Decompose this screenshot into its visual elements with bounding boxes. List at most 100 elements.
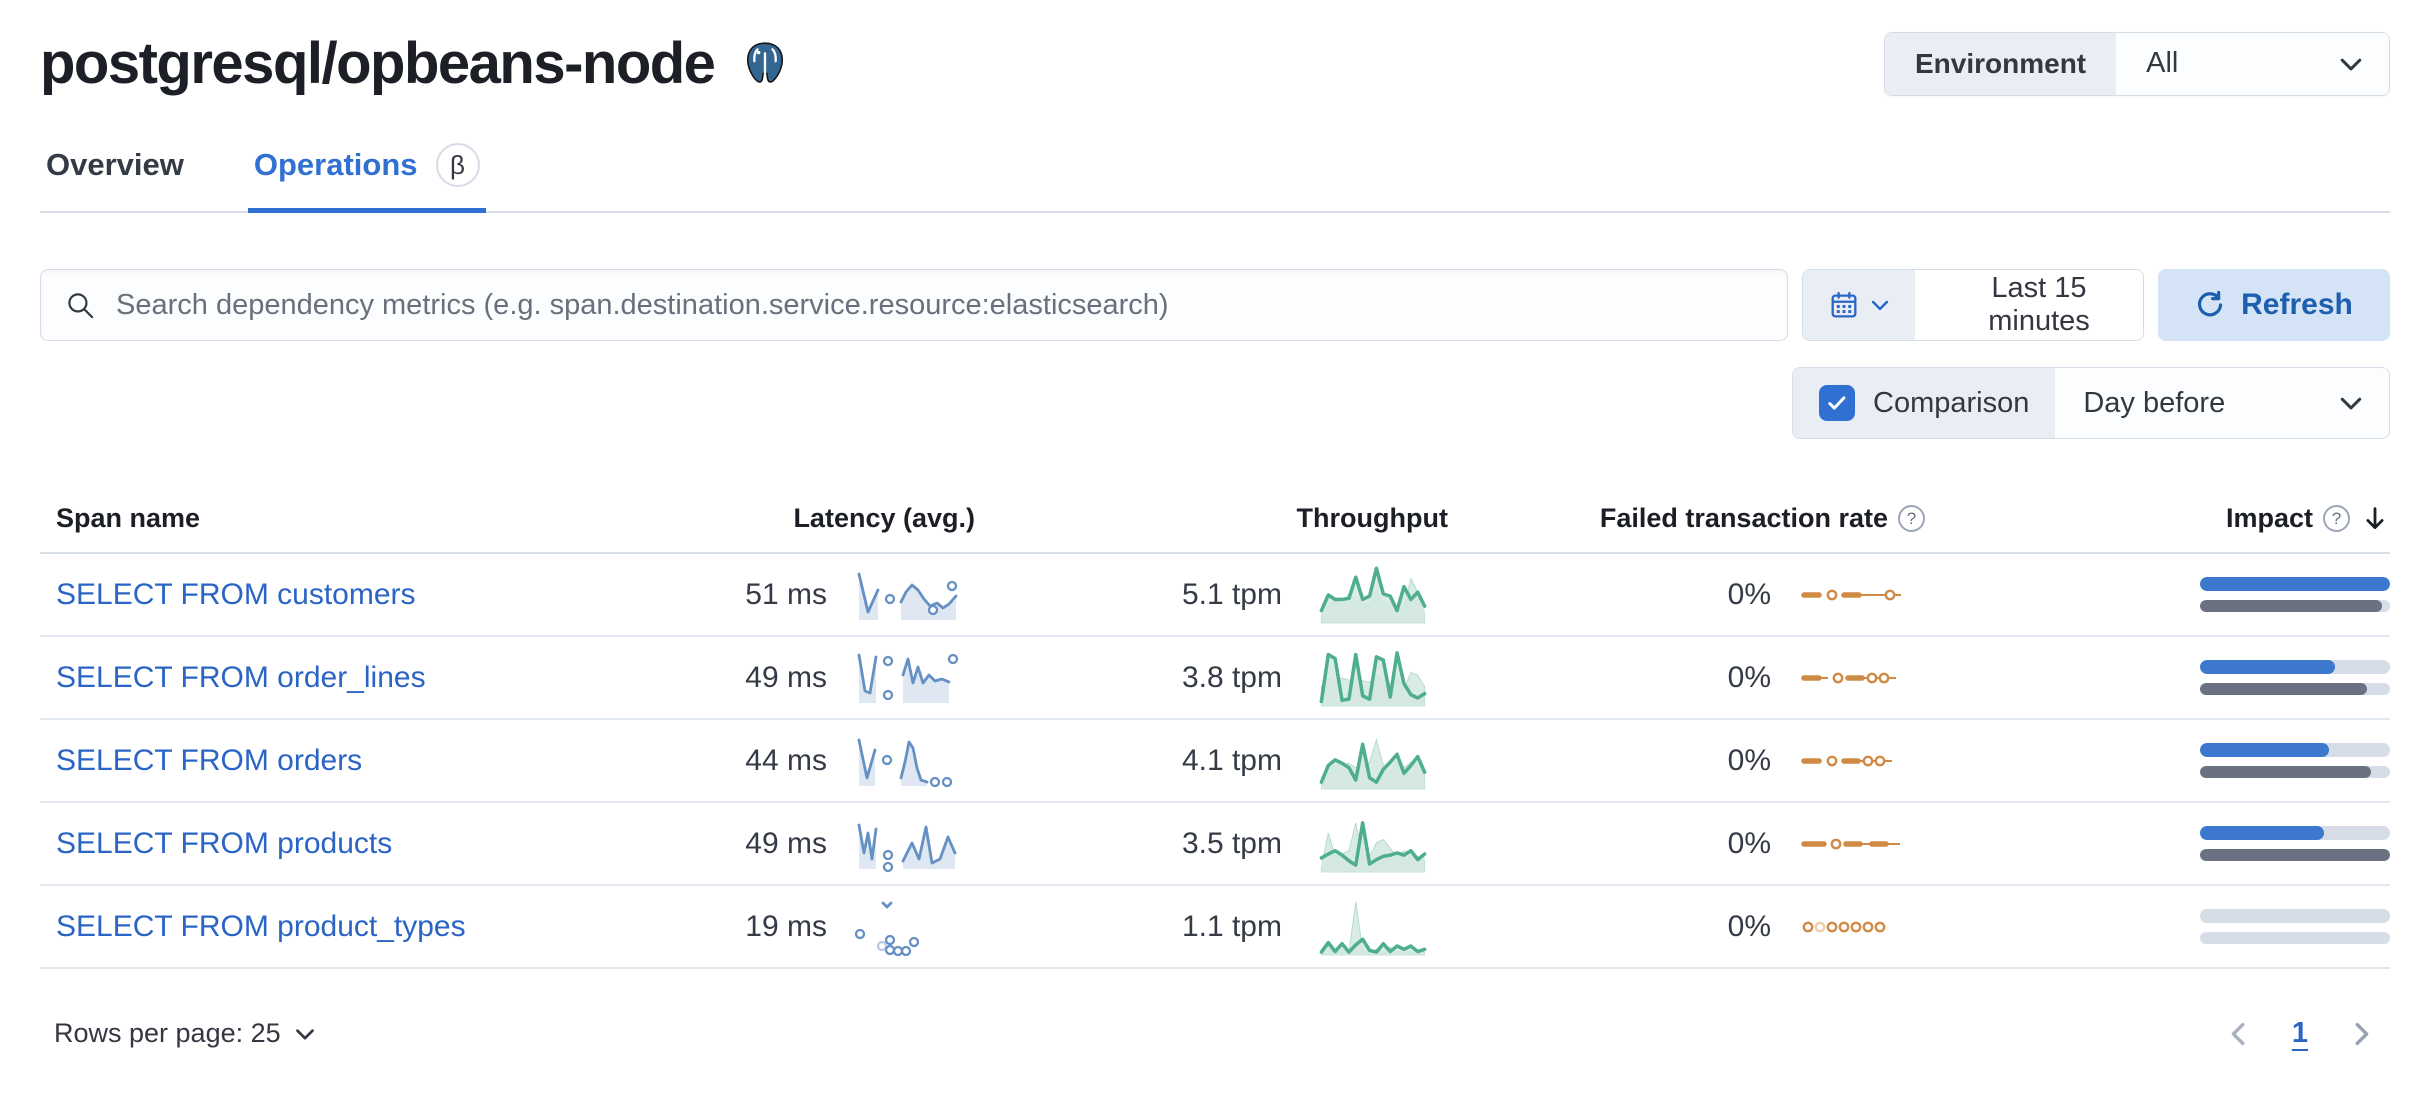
column-header-throughput[interactable]: Throughput xyxy=(1296,503,1448,533)
throughput-sparkline xyxy=(1298,812,1448,876)
help-icon[interactable]: ? xyxy=(2323,505,2350,532)
tab-bar: Overview Operations β xyxy=(40,131,2390,213)
impact-bars xyxy=(2200,660,2390,695)
comparison-toggle[interactable]: Comparison xyxy=(1793,368,2056,438)
impact-bars xyxy=(2200,577,2390,612)
table-row: SELECT FROM orders 44 ms 4.1 tpm 0% xyxy=(40,720,2390,803)
latency-value: 49 ms xyxy=(745,660,827,694)
environment-filter-value[interactable]: All xyxy=(2116,32,2389,95)
span-name-link[interactable]: SELECT FROM orders xyxy=(56,743,363,777)
search-icon xyxy=(68,292,94,318)
throughput-value: 4.1 tpm xyxy=(1181,743,1282,777)
throughput-value: 1.1 tpm xyxy=(1181,909,1282,943)
next-page-button[interactable] xyxy=(2346,1019,2376,1049)
page-title-text: postgresql/opbeans-node xyxy=(40,31,716,96)
postgresql-icon xyxy=(747,41,784,83)
table-row: SELECT FROM products 49 ms 3.5 tpm 0% xyxy=(40,803,2390,886)
table-footer: Rows per page: 25 1 xyxy=(40,1017,2390,1050)
comparison-label: Comparison xyxy=(1873,386,2030,419)
tab-operations[interactable]: Operations β xyxy=(247,131,486,213)
span-name-link[interactable]: SELECT FROM customers xyxy=(56,577,416,611)
impact-bar-previous xyxy=(2200,766,2371,778)
page-number[interactable]: 1 xyxy=(2291,1017,2308,1049)
chevron-down-icon xyxy=(1871,300,1888,311)
column-header-span-name[interactable]: Span name xyxy=(56,503,201,533)
failed-rate-value: 0% xyxy=(1727,909,1771,943)
failed-rate-sparkline xyxy=(1787,748,1925,774)
throughput-sparkline xyxy=(1298,563,1448,627)
table-header-row: Span name Latency (avg.) Throughput Fail… xyxy=(40,497,2390,554)
previous-page-button[interactable] xyxy=(2224,1019,2254,1049)
latency-sparkline xyxy=(843,898,975,956)
environment-filter-label: Environment xyxy=(1885,32,2117,95)
help-icon[interactable]: ? xyxy=(1898,505,1925,532)
impact-bars xyxy=(2200,909,2390,944)
impact-bar-current xyxy=(2200,577,2390,591)
tab-overview[interactable]: Overview xyxy=(40,131,190,211)
comparison-select[interactable]: Day before xyxy=(2055,368,2389,438)
sort-desc-icon xyxy=(2366,506,2384,529)
comparison-checkbox[interactable] xyxy=(1819,385,1855,421)
failed-rate-sparkline xyxy=(1787,831,1925,857)
chevron-left-icon xyxy=(2231,1022,2245,1045)
throughput-sparkline xyxy=(1298,729,1448,793)
impact-bars xyxy=(2200,826,2390,861)
impact-bar-current xyxy=(2200,826,2324,840)
latency-sparkline xyxy=(843,566,975,624)
throughput-sparkline xyxy=(1298,646,1448,710)
throughput-value: 3.5 tpm xyxy=(1181,826,1282,860)
table-row: SELECT FROM customers 51 ms 5.1 tpm 0% xyxy=(40,554,2390,637)
failed-rate-sparkline xyxy=(1787,582,1925,608)
chevron-down-icon xyxy=(2340,58,2362,70)
page-header: postgresql/opbeans-node Environment All xyxy=(40,30,2390,97)
tab-overview-label: Overview xyxy=(46,147,184,182)
throughput-value: 3.8 tpm xyxy=(1181,660,1282,694)
refresh-button[interactable]: Refresh xyxy=(2158,269,2390,341)
latency-value: 51 ms xyxy=(745,577,827,611)
failed-rate-value: 0% xyxy=(1727,577,1771,611)
impact-bar-previous xyxy=(2200,683,2368,695)
impact-bars xyxy=(2200,743,2390,778)
date-picker: Last 15 minutes xyxy=(1802,269,2144,341)
pagination: 1 xyxy=(2224,1017,2376,1050)
rows-per-page-button[interactable]: Rows per page: 25 xyxy=(54,1018,317,1049)
impact-bar-current xyxy=(2200,743,2330,757)
failed-rate-value: 0% xyxy=(1727,660,1771,694)
search-bar[interactable] xyxy=(40,269,1788,341)
latency-sparkline xyxy=(843,649,975,707)
table-row: SELECT FROM order_lines 49 ms 3.8 tpm 0% xyxy=(40,637,2390,720)
latency-sparkline xyxy=(843,732,975,790)
rows-per-page-label: Rows per page: 25 xyxy=(54,1018,281,1048)
span-name-link[interactable]: SELECT FROM products xyxy=(56,826,393,860)
failed-rate-sparkline xyxy=(1787,665,1925,691)
chevron-down-icon xyxy=(2340,397,2362,410)
latency-value: 49 ms xyxy=(745,826,827,860)
column-header-latency[interactable]: Latency (avg.) xyxy=(793,503,975,533)
environment-filter[interactable]: Environment All xyxy=(1884,31,2390,96)
failed-rate-value: 0% xyxy=(1727,826,1771,860)
environment-selected-option: All xyxy=(2146,47,2179,79)
latency-sparkline xyxy=(843,815,975,873)
span-name-link[interactable]: SELECT FROM order_lines xyxy=(56,660,426,694)
impact-bar-previous xyxy=(2200,849,2390,861)
date-picker-calendar-button[interactable] xyxy=(1803,270,1915,340)
table-row: SELECT FROM product_types 19 ms 1.1 tpm … xyxy=(40,886,2390,969)
chevron-right-icon xyxy=(2355,1022,2369,1045)
time-range-button[interactable]: Last 15 minutes xyxy=(1915,270,2143,340)
filter-controls: Last 15 minutes Refresh xyxy=(40,269,2390,341)
refresh-icon xyxy=(2198,290,2223,317)
latency-value: 19 ms xyxy=(745,909,827,943)
search-input[interactable] xyxy=(114,287,1763,323)
refresh-button-label: Refresh xyxy=(2241,288,2353,321)
throughput-sparkline xyxy=(1298,895,1448,959)
span-name-link[interactable]: SELECT FROM product_types xyxy=(56,909,466,943)
check-icon xyxy=(1828,396,1846,410)
column-header-failed-rate[interactable]: Failed transaction rate? xyxy=(1448,503,1925,534)
page-title: postgresql/opbeans-node xyxy=(40,30,788,97)
tab-operations-label: Operations xyxy=(253,147,418,182)
beta-badge: β xyxy=(435,143,480,187)
latency-value: 44 ms xyxy=(745,743,827,777)
throughput-value: 5.1 tpm xyxy=(1181,577,1282,611)
column-header-impact[interactable]: Impact? xyxy=(1925,503,2390,534)
